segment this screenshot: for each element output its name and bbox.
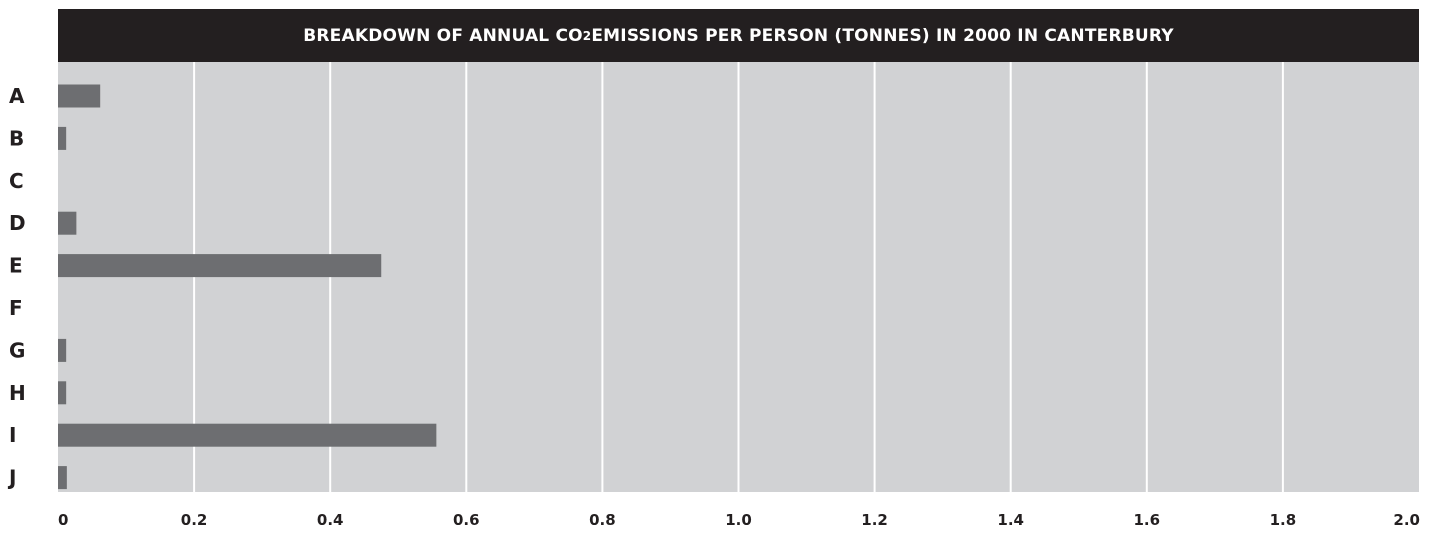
bar: [58, 423, 437, 447]
category-label: I: [9, 423, 16, 447]
category-label: D: [9, 211, 26, 235]
category-label: G: [9, 338, 25, 362]
x-tick-label: 0: [58, 511, 68, 529]
category-label: J: [7, 466, 16, 490]
bar: [58, 381, 67, 405]
chart-title-rest: EMISSIONS PER PERSON (TONNES) IN 2000 IN…: [591, 25, 1174, 46]
bar: [58, 84, 101, 108]
bar: [58, 254, 382, 278]
bar: [58, 211, 77, 235]
category-label: C: [9, 169, 24, 193]
x-tick-label: 1.0: [725, 511, 752, 529]
category-label: E: [9, 254, 23, 278]
category-label: B: [9, 126, 24, 150]
x-tick-label: 0.4: [317, 511, 344, 529]
x-tick-label: 0.8: [589, 511, 616, 529]
x-tick-label: 1.6: [1134, 511, 1161, 529]
x-tick-label: 1.8: [1270, 511, 1297, 529]
x-tick-label: 0.2: [181, 511, 208, 529]
bar: [58, 126, 67, 150]
x-tick-label: 1.2: [861, 511, 888, 529]
x-tick-label: 0.6: [453, 511, 480, 529]
x-tick-label: 1.4: [997, 511, 1024, 529]
chart-title-main: BREAKDOWN OF ANNUAL CO: [303, 25, 583, 46]
bar: [58, 338, 67, 362]
x-tick-label: 2.0: [1393, 511, 1420, 529]
category-label: H: [9, 381, 26, 405]
category-label: F: [9, 296, 23, 320]
category-label: A: [9, 84, 25, 108]
chart-title: BREAKDOWN OF ANNUAL CO 2 EMISSIONS PER PE…: [58, 9, 1419, 62]
bar: [58, 466, 67, 490]
